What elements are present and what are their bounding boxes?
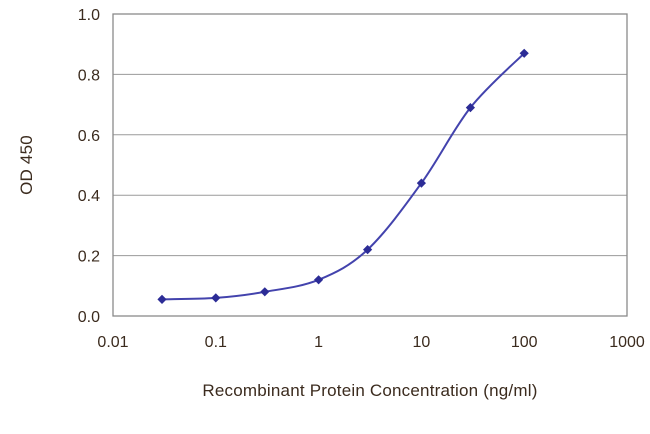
data-point-marker — [260, 287, 270, 297]
y-tick-label: 0.2 — [78, 249, 100, 266]
y-tick-label: 0.0 — [78, 309, 100, 326]
y-axis-title: OD 450 — [17, 135, 36, 195]
x-tick-label: 1 — [314, 334, 323, 351]
data-point-marker — [211, 293, 221, 303]
plot-background — [113, 14, 627, 316]
x-tick-label: 0.1 — [205, 334, 227, 351]
y-tick-label: 0.8 — [78, 67, 100, 84]
x-tick-label: 0.01 — [97, 334, 128, 351]
series-line — [161, 52, 525, 301]
x-tick-label: 100 — [511, 334, 538, 351]
y-tick-label: 0.6 — [78, 128, 100, 145]
data-point-marker — [157, 294, 167, 304]
y-tick-label: 1.0 — [78, 7, 100, 24]
x-tick-label: 10 — [413, 334, 431, 351]
data-point-marker — [314, 275, 324, 285]
data-point-marker — [416, 178, 426, 188]
plot-border — [112, 13, 628, 317]
data-point-marker — [519, 48, 529, 58]
x-tick-label: 1000 — [609, 334, 645, 351]
data-point-marker — [465, 103, 475, 113]
x-axis-title: Recombinant Protein Concentration (ng/ml… — [202, 381, 538, 400]
y-tick-label: 0.4 — [78, 188, 100, 205]
data-point-marker — [363, 245, 373, 255]
